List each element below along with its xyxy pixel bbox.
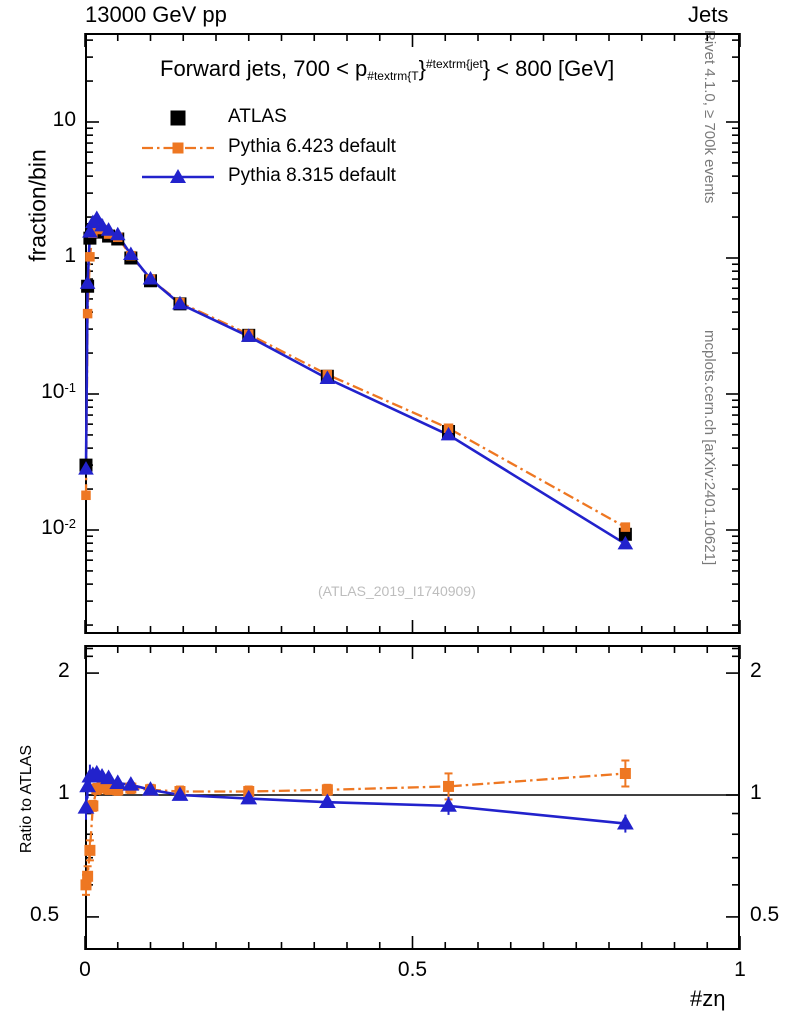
legend-label-2: Pythia 8.315 default bbox=[228, 165, 396, 186]
title-subscript: #textrm{T bbox=[367, 69, 419, 83]
x-tick-label-0: 0 bbox=[79, 958, 91, 981]
x-tick-label-2: 1 bbox=[734, 958, 746, 981]
y-tick-label-ratio-right-2: 0.5 bbox=[750, 902, 780, 926]
header-beam-info: 13000 GeV pp bbox=[85, 2, 227, 27]
plot-title: Forward jets, 700 < p#textrm{T}#textrm{j… bbox=[160, 56, 614, 83]
legend-label-1: Pythia 6.423 default bbox=[228, 136, 396, 157]
y-tick-label-main-2: 10-1 bbox=[41, 380, 76, 403]
title-prefix: Forward jets, 700 < p bbox=[160, 56, 368, 81]
y-tick-label-ratio-left-2: 0.5 bbox=[30, 902, 60, 926]
title-superscript: #textrm{jet bbox=[426, 57, 483, 71]
title-brace-2: } bbox=[482, 56, 491, 81]
y-tick-label-ratio-left-1: 1 bbox=[58, 781, 70, 804]
title-suffix: < 800 [GeV] bbox=[490, 56, 615, 81]
y-tick-label-ratio-right-1: 1 bbox=[750, 781, 762, 804]
title-brace-1: } bbox=[418, 56, 426, 81]
x-tick-label-1: 0.5 bbox=[397, 958, 428, 981]
header-category: Jets bbox=[688, 2, 729, 27]
y-tick-label-main-1: 1 bbox=[64, 244, 76, 267]
y-tick-label-main-3: 10-2 bbox=[41, 516, 76, 539]
y-tick-label-ratio-right-0: 2 bbox=[750, 659, 762, 683]
y-tick-label-main-0: 10 bbox=[52, 108, 76, 131]
x-axis-label: #zη bbox=[690, 986, 726, 1011]
legend-label-0: ATLAS bbox=[228, 106, 287, 127]
y-tick-label-ratio-left-0: 2 bbox=[58, 659, 70, 683]
legend-marker-1 bbox=[142, 142, 214, 154]
legend-marker-0 bbox=[170, 110, 186, 126]
legend-marker-2 bbox=[142, 169, 214, 183]
analysis-watermark: (ATLAS_2019_I1740909) bbox=[318, 583, 476, 599]
